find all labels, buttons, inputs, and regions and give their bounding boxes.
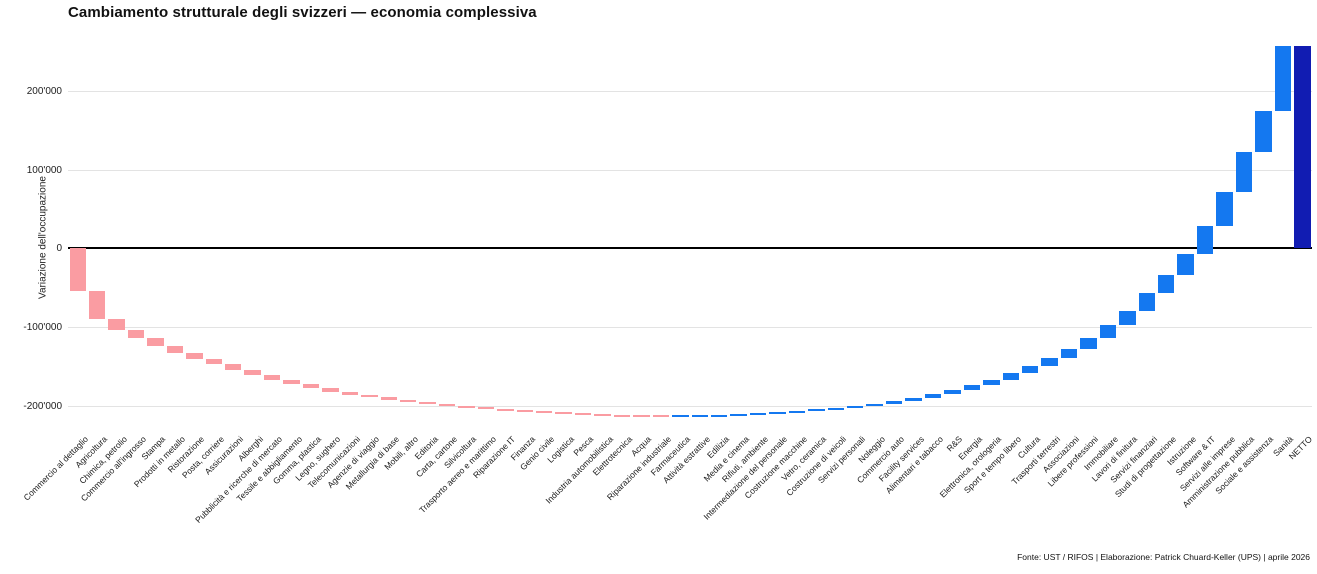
waterfall-bar	[1274, 46, 1292, 111]
waterfall-bar	[147, 338, 164, 347]
waterfall-bar	[827, 407, 844, 410]
waterfall-bar	[594, 413, 611, 416]
plot-area	[68, 46, 1312, 430]
waterfall-bar	[574, 413, 592, 416]
waterfall-bar	[380, 397, 397, 400]
waterfall-bar	[166, 346, 184, 353]
y-tick-label: 0	[56, 243, 62, 255]
waterfall-bar	[225, 364, 242, 370]
waterfall-bar	[477, 407, 495, 410]
waterfall-bar	[691, 415, 708, 418]
gridline	[68, 169, 1312, 171]
source-note: Fonte: UST / RIFOS | Elaborazione: Patri…	[1017, 552, 1310, 562]
chart-title: Cambiamento strutturale degli svizzeri —…	[68, 4, 537, 21]
waterfall-bar	[924, 393, 942, 398]
waterfall-bar	[205, 358, 222, 365]
waterfall-bar	[283, 379, 300, 385]
waterfall-bar	[652, 415, 670, 418]
y-tick-label: -100'000	[23, 322, 62, 334]
waterfall-bar	[263, 374, 281, 380]
waterfall-bar	[885, 401, 903, 404]
waterfall-bar	[866, 403, 883, 407]
y-axis-title: Variazione dell'occupazione	[37, 176, 49, 299]
waterfall-bar	[730, 413, 747, 416]
waterfall-bar	[1216, 191, 1233, 226]
waterfall-bar	[458, 405, 475, 408]
waterfall-bar	[516, 410, 533, 413]
zero-line	[68, 247, 1312, 250]
waterfall-bar	[322, 388, 339, 392]
waterfall-bar	[536, 411, 553, 414]
waterfall-bar	[672, 415, 689, 418]
waterfall-bar	[613, 414, 631, 417]
waterfall-bar	[788, 410, 806, 413]
waterfall-bar	[944, 389, 961, 394]
waterfall-bar	[186, 352, 203, 359]
waterfall-bar	[1196, 225, 1214, 254]
waterfall-bar	[905, 397, 922, 402]
gridline	[68, 90, 1312, 92]
waterfall-bar	[438, 404, 456, 407]
waterfall-bar	[1158, 275, 1175, 294]
waterfall-bar	[108, 318, 125, 330]
waterfall-bar	[1021, 366, 1039, 374]
waterfall-bar	[1099, 324, 1117, 338]
waterfall-bar	[399, 400, 417, 403]
waterfall-bar	[1080, 337, 1097, 349]
waterfall-bar	[1119, 310, 1136, 325]
waterfall-bar	[983, 379, 1000, 386]
waterfall-bar	[963, 385, 981, 390]
waterfall-bar	[808, 409, 825, 412]
waterfall-bar	[341, 391, 359, 395]
y-tick-label: 100'000	[26, 164, 62, 176]
waterfall-bar	[769, 411, 786, 414]
waterfall-bar	[88, 291, 106, 319]
waterfall-bar	[361, 394, 378, 398]
waterfall-bar	[1060, 348, 1078, 359]
y-tick-label: -200'000	[23, 401, 62, 413]
waterfall-bar	[497, 408, 514, 411]
gridline	[68, 327, 1312, 329]
waterfall-bar	[419, 402, 436, 405]
waterfall-bar	[1177, 253, 1194, 276]
waterfall-bar	[244, 369, 261, 375]
waterfall-bar	[847, 406, 864, 409]
waterfall-bar	[127, 329, 145, 339]
waterfall-bar	[1041, 358, 1058, 367]
waterfall-bar	[302, 384, 320, 388]
waterfall-bar	[633, 415, 650, 417]
waterfall-bar	[710, 414, 728, 417]
waterfall-bar	[555, 412, 572, 415]
gridline	[68, 406, 1312, 408]
waterfall-bar	[1138, 293, 1155, 311]
net-bar	[1294, 46, 1311, 249]
waterfall-bar	[69, 248, 86, 292]
waterfall-bar	[1235, 151, 1253, 192]
waterfall-bar	[1255, 110, 1272, 152]
y-tick-label: 200'000	[26, 85, 62, 97]
waterfall-bar	[749, 412, 767, 415]
waterfall-bar	[1002, 373, 1019, 380]
